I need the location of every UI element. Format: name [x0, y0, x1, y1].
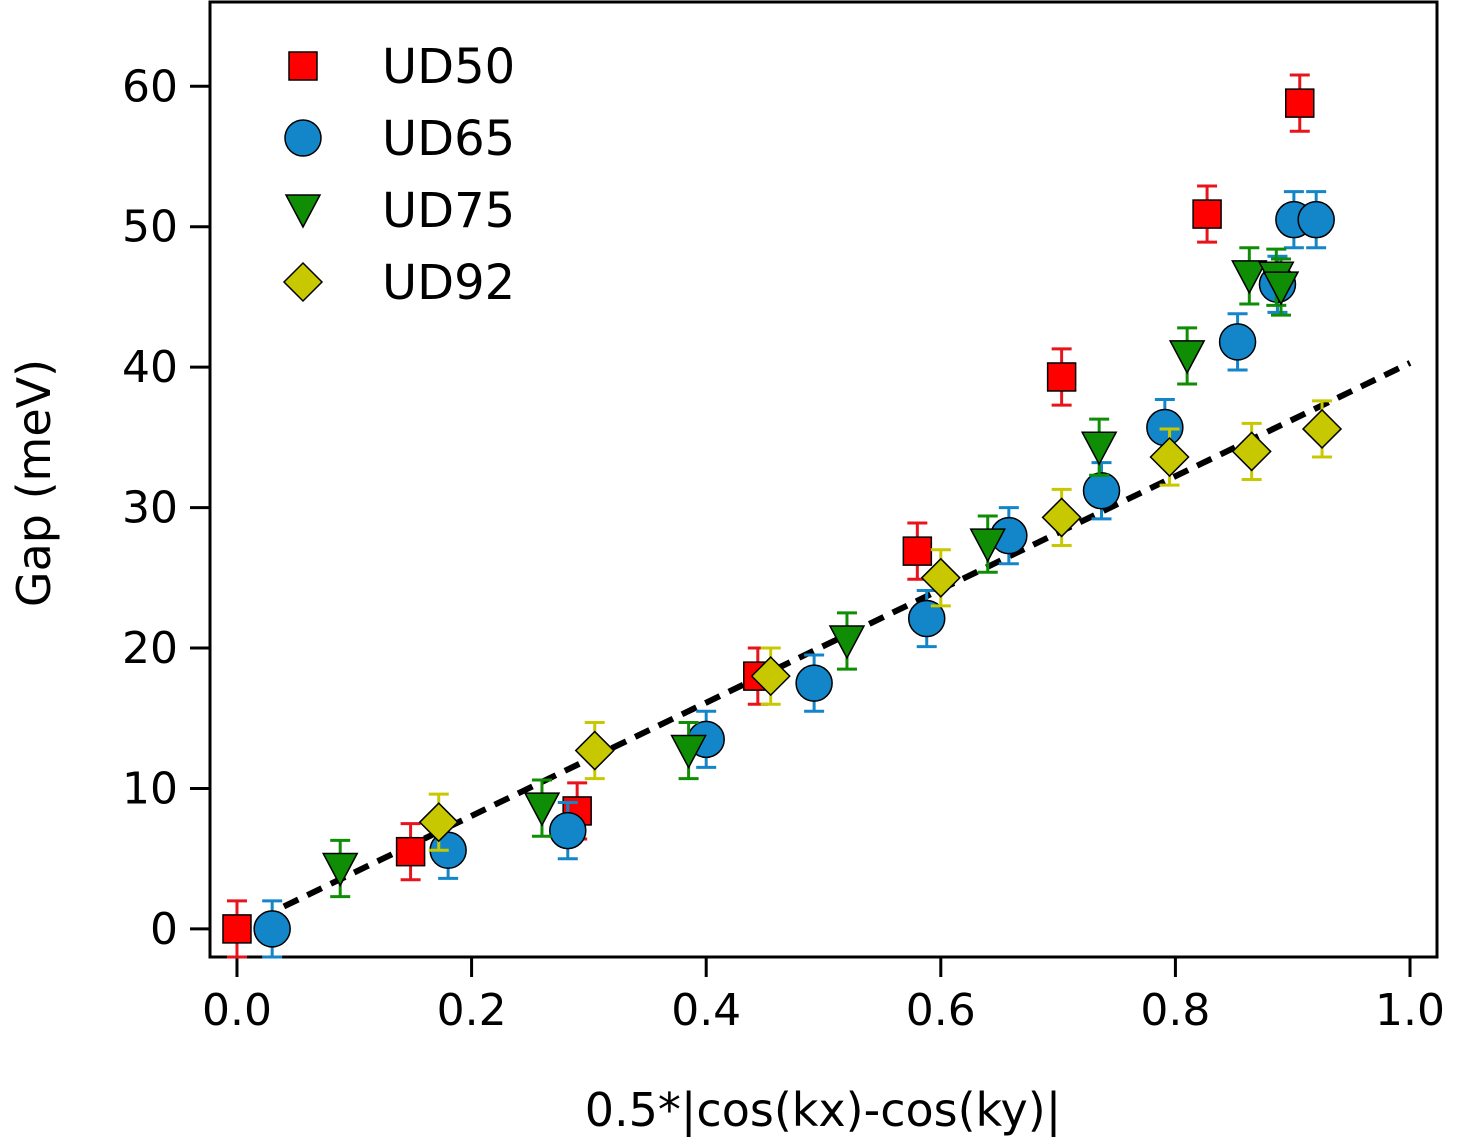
- x-tick-label: 1.0: [1375, 985, 1445, 1036]
- point-ud92: [418, 802, 459, 843]
- x-tick-label: 0.0: [202, 985, 272, 1036]
- legend-marker-ud75: [284, 194, 322, 229]
- plot-border: [208, 0, 1439, 959]
- legend-item-ud65: UD65: [284, 111, 515, 167]
- legend-label-ud92: UD92: [382, 255, 515, 311]
- point-ud92: [1149, 436, 1190, 478]
- point-ud92: [1231, 431, 1272, 472]
- plot-frame: [208, 0, 1439, 959]
- x-axis-label: 0.5*|cos(kx)-cos(ky)|: [585, 1083, 1061, 1138]
- point-ud65: [549, 811, 587, 850]
- legend-label-ud50: UD50: [382, 39, 515, 95]
- point-ud50: [395, 836, 426, 867]
- series-ud92: [418, 399, 1343, 852]
- y-tick-label: 30: [122, 483, 178, 534]
- point-ud50: [1285, 88, 1315, 118]
- point-ud75: [523, 792, 561, 827]
- legend-item-ud50: UD50: [288, 39, 515, 95]
- legend: UD50 UD65 UD75 UD92: [282, 39, 515, 311]
- legend-item-ud75: UD75: [284, 183, 515, 239]
- point-ud92: [574, 730, 615, 771]
- legend-marker-ud92: [282, 261, 324, 303]
- y-tick-label: 0: [150, 904, 178, 955]
- point-ud92: [1041, 497, 1082, 538]
- legend-marker-ud65: [284, 119, 322, 157]
- legend-marker-ud50: [288, 51, 318, 81]
- y-tick-label: 10: [122, 763, 178, 814]
- point-ud65: [907, 599, 946, 638]
- point-ud75: [670, 734, 707, 770]
- y-tick-label: 50: [122, 202, 178, 253]
- axis-ticks: 0.0 0.2 0.4 0.6 0.8 1.0 0 10 20 30 40 50 60: [122, 61, 1445, 1036]
- x-tick-label: 0.8: [1140, 985, 1210, 1036]
- point-ud75: [969, 528, 1006, 563]
- y-tick-label: 20: [122, 623, 178, 674]
- point-ud65: [1297, 200, 1335, 239]
- point-ud50: [1046, 362, 1077, 392]
- point-ud50: [902, 536, 933, 566]
- series-ud75: [321, 246, 1300, 899]
- point-ud75: [1168, 340, 1206, 375]
- point-ud92: [1301, 408, 1343, 450]
- point-ud75: [1231, 260, 1268, 295]
- x-tick-label: 0.6: [906, 985, 976, 1036]
- series-group: [222, 73, 1343, 959]
- legend-label-ud65: UD65: [382, 111, 515, 167]
- point-ud50: [222, 914, 252, 944]
- point-ud92: [920, 557, 961, 598]
- legend-label-ud75: UD75: [382, 183, 515, 239]
- point-ud65: [1218, 323, 1257, 361]
- point-ud65: [253, 910, 291, 948]
- legend-item-ud92: UD92: [282, 255, 515, 311]
- y-tick-label: 40: [122, 342, 178, 393]
- x-tick-label: 0.2: [437, 985, 507, 1036]
- x-tick-label: 0.4: [671, 985, 741, 1036]
- point-ud65: [795, 664, 833, 702]
- point-ud75: [321, 852, 359, 888]
- point-ud75: [828, 625, 866, 660]
- point-ud92: [750, 656, 791, 697]
- point-ud75: [1262, 271, 1300, 306]
- point-ud65: [1082, 471, 1121, 510]
- point-ud75: [1080, 431, 1118, 466]
- y-tick-label: 60: [122, 61, 178, 112]
- point-ud50: [1192, 199, 1222, 229]
- y-axis-label: Gap (meV): [7, 359, 61, 607]
